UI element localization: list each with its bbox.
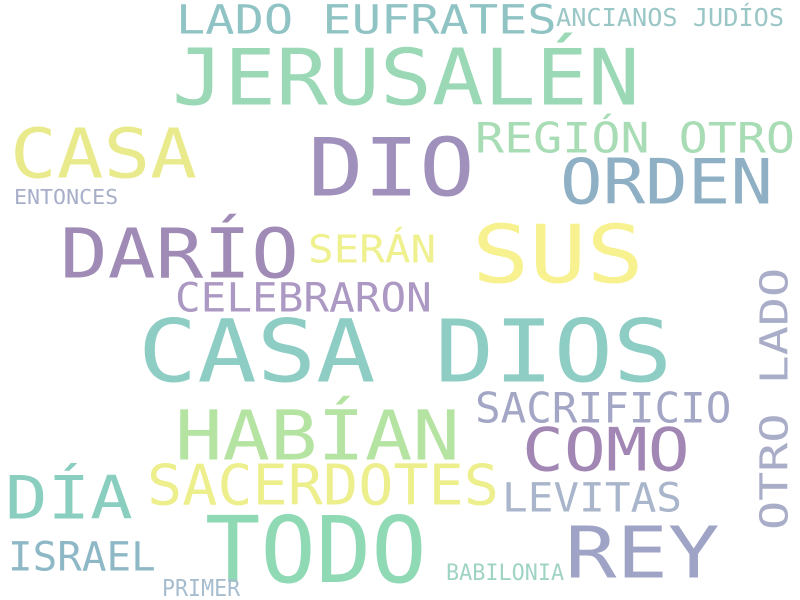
word-sacerdotes: SACERDOTES bbox=[147, 452, 499, 518]
word-jerusalen: JERUSALÉN bbox=[172, 33, 640, 124]
word-dario: DARÍO bbox=[60, 214, 299, 294]
word-casa-dios: CASA DIOS bbox=[138, 302, 673, 403]
word-celebraron: CELEBRARON bbox=[175, 274, 432, 321]
word-orden: ORDEN bbox=[560, 147, 773, 219]
word-ancianos-judios: ANCIANOS JUDÍOS bbox=[556, 4, 785, 33]
word-babilonia: BABILONIA bbox=[446, 561, 565, 586]
word-seran: SERÁN bbox=[308, 228, 437, 272]
word-habian: HABÍAN bbox=[175, 396, 460, 476]
word-sus: SUS bbox=[472, 208, 644, 302]
word-entonces: ENTONCES bbox=[14, 186, 119, 209]
word-rey: REY bbox=[565, 511, 720, 595]
word-todo: TODO bbox=[205, 496, 427, 600]
word-region-otro: REGIÓN OTRO bbox=[475, 114, 796, 163]
word-sacrificio: SACRIFICIO bbox=[475, 384, 732, 433]
word-casa: CASA bbox=[10, 114, 197, 194]
word-dio: DIO bbox=[308, 121, 475, 215]
word-israel: ISRAEL bbox=[8, 533, 156, 580]
word-dia: DÍA bbox=[5, 463, 133, 533]
word-como: COMO bbox=[522, 415, 690, 485]
word-primer: PRIMER bbox=[162, 575, 241, 600]
word-levitas: LEVITAS bbox=[502, 474, 683, 521]
word-otro-lado: OTRO LADO bbox=[753, 267, 797, 530]
word-lado-eufrates: LADO EUFRATES bbox=[176, 0, 557, 43]
